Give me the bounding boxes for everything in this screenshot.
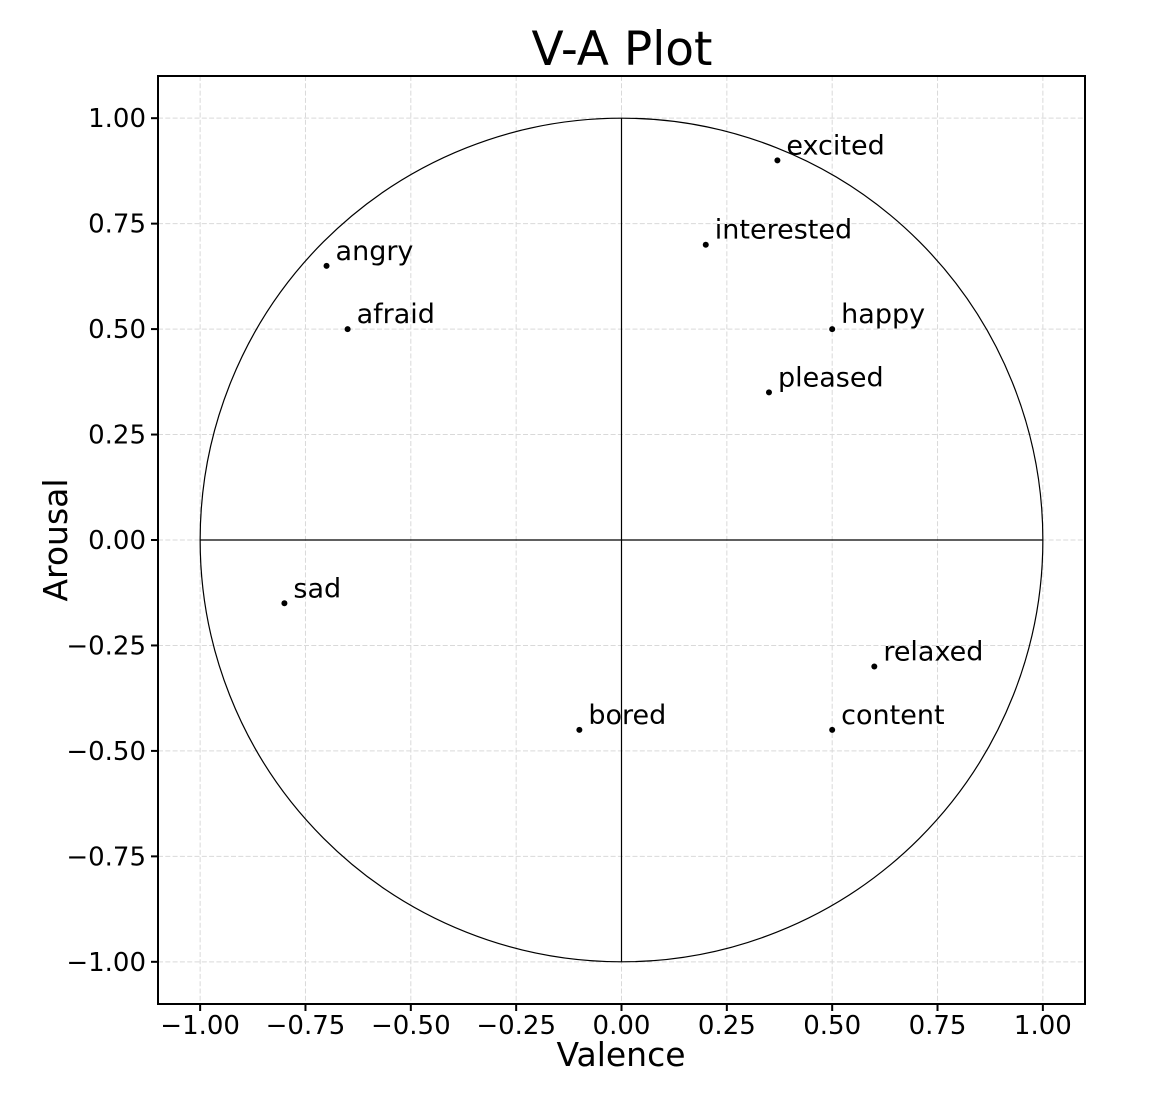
- point-label: content: [841, 700, 944, 731]
- data-point: [829, 326, 836, 333]
- chart-title: V-A Plot: [531, 22, 712, 77]
- y-axis-label: Arousal: [36, 478, 75, 601]
- y-tick-label: −0.50: [66, 737, 146, 767]
- x-tick-label: −1.00: [160, 1011, 240, 1041]
- y-tick-label: 0.50: [88, 315, 146, 345]
- point-label: interested: [715, 215, 852, 246]
- y-tick-label: 0.75: [88, 210, 146, 240]
- data-point: [344, 326, 351, 333]
- y-tick-label: −0.75: [66, 842, 146, 872]
- point-label: pleased: [778, 362, 884, 393]
- point-label: angry: [336, 236, 414, 267]
- y-tick-label: −1.00: [66, 948, 146, 978]
- y-tick-label: −0.25: [66, 631, 146, 661]
- data-point: [765, 389, 772, 396]
- x-axis-label: Valence: [556, 1035, 685, 1074]
- point-label: happy: [841, 299, 925, 330]
- data-points-layer: excited interested happy pleased angry afraid…: [281, 130, 983, 733]
- data-point: [829, 726, 836, 733]
- y-tick-label: 0.25: [88, 421, 146, 451]
- data-point: [702, 241, 709, 248]
- x-tick-label: −0.75: [266, 1011, 346, 1041]
- x-tick-label: 0.75: [909, 1011, 967, 1041]
- data-point: [281, 600, 288, 607]
- data-point: [323, 262, 330, 269]
- x-tick-label: −0.25: [476, 1011, 556, 1041]
- axes-ticks-layer: −1.00 −0.75 −0.50 −0.25 0.00 0.25 0.50 0.75 1.00…: [66, 75, 1086, 1041]
- x-tick-label: 1.00: [1014, 1011, 1072, 1041]
- y-tick-label: 1.00: [88, 104, 146, 134]
- point-label: relaxed: [883, 637, 983, 668]
- point-label: excited: [786, 130, 884, 161]
- data-point: [576, 726, 583, 733]
- x-tick-label: 0.50: [803, 1011, 861, 1041]
- data-point: [871, 663, 878, 670]
- data-point: [774, 157, 781, 164]
- x-tick-label: 0.00: [593, 1011, 651, 1041]
- point-label: sad: [293, 573, 341, 604]
- circle-axes-layer: [199, 117, 1044, 963]
- x-tick-label: −0.50: [371, 1011, 451, 1041]
- y-tick-label: 0.00: [88, 526, 146, 556]
- point-label: afraid: [357, 299, 435, 330]
- x-tick-label: 0.25: [698, 1011, 756, 1041]
- point-label: bored: [588, 700, 666, 731]
